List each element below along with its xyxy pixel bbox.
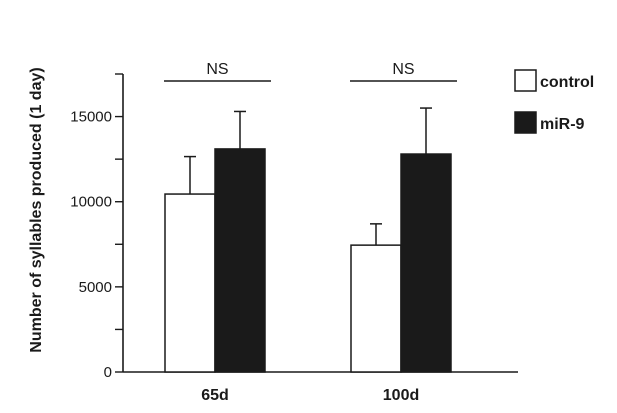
y-tick-label: 5000 [79,279,112,296]
bars [164,107,452,373]
legend: control miR-9 [514,69,594,134]
y-axis-title: Number of syllables produced (1 day) [28,67,45,352]
x-category-label: 65d [201,387,229,404]
legend-swatch-control [514,69,537,92]
axes: 0 5000 10000 15000 65d 100d [70,73,518,404]
y-tick-label: 10000 [70,194,112,211]
x-category-label: 100d [383,387,419,404]
legend-swatch-miR-9 [514,111,537,134]
bar-control-65d [164,193,216,373]
legend-label-control: control [540,74,594,91]
bar-control-100d [350,244,402,373]
y-tick-label: 15000 [70,109,112,126]
y-tick-label: 0 [104,364,112,381]
significance-label: NS [392,61,414,78]
significance-label: NS [206,61,228,78]
bar-miR-9-65d [214,148,266,373]
legend-label-miR-9: miR-9 [540,116,585,133]
significance-annotations: NS NS [164,61,457,82]
bar-miR-9-100d [400,153,452,373]
